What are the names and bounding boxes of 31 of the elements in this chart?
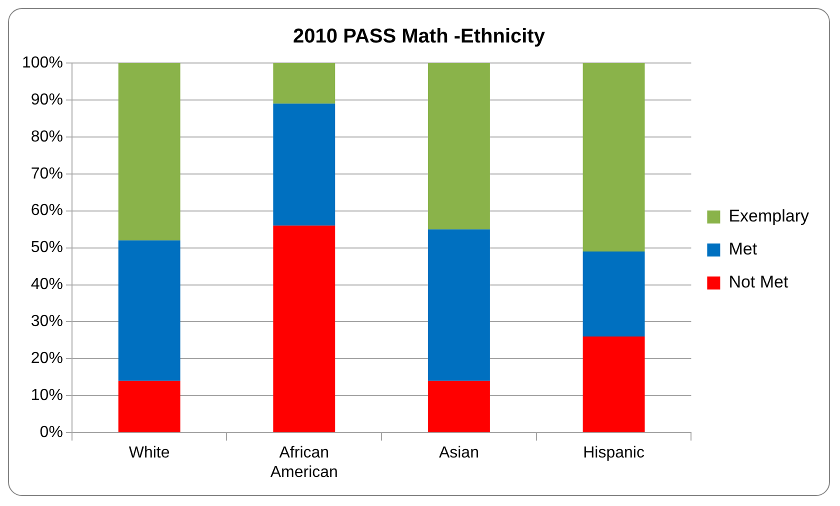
y-tick-label: 20%	[30, 350, 63, 368]
bar	[428, 229, 490, 381]
y-tick-label: 30%	[30, 313, 63, 330]
bar	[428, 380, 490, 432]
legend-label: Met	[728, 240, 758, 259]
bar	[273, 104, 336, 226]
chart-title: 2010 PASS Math -Ethnicity	[293, 26, 546, 48]
legend-label: Not Met	[728, 272, 788, 292]
y-tick-label: 90%	[30, 91, 63, 108]
bar	[118, 380, 180, 432]
y-tick-label: 100%	[22, 54, 63, 72]
bar	[273, 63, 336, 104]
y-tick-label: 80%	[30, 128, 63, 146]
x-tick-label: White	[128, 444, 170, 462]
y-tick-label: 10%	[30, 387, 63, 404]
y-tick-label: 40%	[30, 276, 63, 294]
bar	[428, 63, 490, 230]
bar	[582, 336, 645, 432]
bar	[118, 240, 180, 381]
y-tick-label: 60%	[30, 202, 63, 220]
y-tick-label: 70%	[30, 165, 63, 182]
bar	[118, 63, 180, 240]
x-tick-label: Hispanic	[583, 444, 644, 462]
y-tick-label: 0%	[40, 424, 63, 442]
legend-label: Exemplary	[728, 206, 810, 226]
y-tick-label: 50%	[30, 239, 63, 256]
bar	[582, 251, 645, 337]
bar	[582, 63, 645, 252]
bar	[273, 226, 336, 432]
x-tick-label: African American	[270, 444, 338, 481]
x-tick-label: Asian	[438, 444, 479, 462]
